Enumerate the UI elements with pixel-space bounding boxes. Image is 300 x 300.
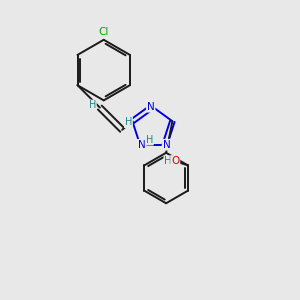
Text: N: N [163, 140, 170, 150]
Text: Cl: Cl [98, 27, 109, 37]
Text: O: O [171, 156, 179, 166]
Text: H: H [164, 156, 172, 166]
Text: N: N [147, 102, 154, 112]
Text: H: H [88, 100, 96, 110]
Text: H: H [146, 135, 153, 145]
Text: N: N [138, 140, 146, 150]
Text: H: H [125, 117, 132, 127]
